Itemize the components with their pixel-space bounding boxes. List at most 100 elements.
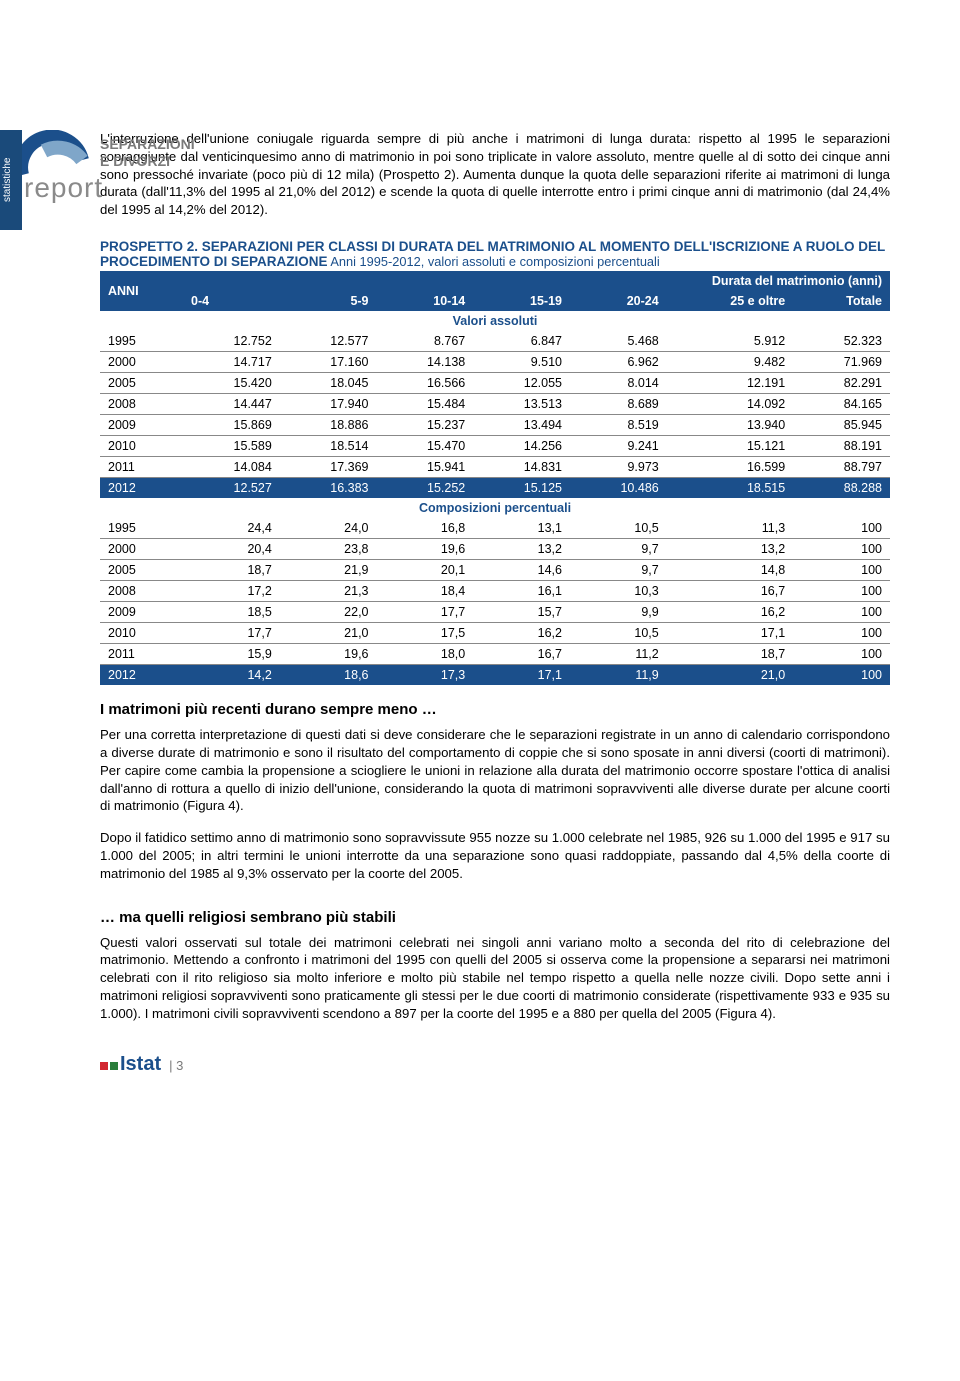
cell-year: 2009 — [100, 415, 183, 436]
cell-value: 17.369 — [280, 457, 377, 478]
col-header: 0-4 — [183, 291, 280, 311]
cell-year: 1995 — [100, 518, 183, 539]
page-number: | 3 — [169, 1058, 183, 1073]
cell-value: 24,0 — [280, 518, 377, 539]
table-row: 200020,423,819,613,29,713,2100 — [100, 539, 890, 560]
cell-year: 2010 — [100, 623, 183, 644]
cell-value: 16.383 — [280, 478, 377, 499]
cell-value: 52.323 — [793, 331, 890, 352]
cell-value: 17,1 — [473, 665, 570, 686]
cell-value: 14.717 — [183, 352, 280, 373]
table-row: 201115,919,618,016,711,218,7100 — [100, 644, 890, 665]
cell-value: 8.014 — [570, 373, 667, 394]
istat-logo: Istat — [100, 1053, 161, 1076]
cell-value: 21,0 — [280, 623, 377, 644]
cell-value: 16,1 — [473, 581, 570, 602]
cell-value: 14,6 — [473, 560, 570, 581]
section1-para2: Dopo il fatidico settimo anno di matrimo… — [100, 829, 890, 882]
cell-value: 18,6 — [280, 665, 377, 686]
cell-value: 18,0 — [377, 644, 474, 665]
cell-value: 14.138 — [377, 352, 474, 373]
cell-value: 22,0 — [280, 602, 377, 623]
cell-value: 11,3 — [667, 518, 793, 539]
cell-value: 17.160 — [280, 352, 377, 373]
cell-value: 15.869 — [183, 415, 280, 436]
col-anni: ANNI — [100, 271, 183, 311]
report-logo: report — [22, 130, 103, 204]
cell-value: 12.577 — [280, 331, 377, 352]
document-title: SEPARAZIONI E DIVORZI — [100, 136, 195, 170]
cell-value: 13,1 — [473, 518, 570, 539]
col-header: 15-19 — [473, 291, 570, 311]
cell-value: 18.045 — [280, 373, 377, 394]
page-content: L'interruzione dell'unione coniugale rig… — [100, 130, 890, 1023]
cell-year: 2005 — [100, 560, 183, 581]
cell-year: 2011 — [100, 457, 183, 478]
table-row: 200918,522,017,715,79,916,2100 — [100, 602, 890, 623]
cell-year: 2011 — [100, 644, 183, 665]
prospetto-2-table: ANNI Durata del matrimonio (anni) 0-45-9… — [100, 271, 890, 685]
cell-value: 17,3 — [377, 665, 474, 686]
cell-value: 5.912 — [667, 331, 793, 352]
cell-year: 2008 — [100, 581, 183, 602]
cell-value: 15.125 — [473, 478, 570, 499]
cell-value: 18.515 — [667, 478, 793, 499]
table-row: 200915.86918.88615.23713.4948.51913.9408… — [100, 415, 890, 436]
cell-value: 14.092 — [667, 394, 793, 415]
cell-value: 6.962 — [570, 352, 667, 373]
cell-value: 6.847 — [473, 331, 570, 352]
cell-value: 15.470 — [377, 436, 474, 457]
cell-value: 8.519 — [570, 415, 667, 436]
cell-year: 1995 — [100, 331, 183, 352]
table-row: 200814.44717.94015.48413.5138.68914.0928… — [100, 394, 890, 415]
col-header: 10-14 — [377, 291, 474, 311]
cell-value: 12.055 — [473, 373, 570, 394]
section-heading-1: I matrimoni più recenti durano sempre me… — [100, 701, 890, 718]
cell-value: 100 — [793, 560, 890, 581]
cell-value: 71.969 — [793, 352, 890, 373]
cell-value: 100 — [793, 539, 890, 560]
cell-value: 20,1 — [377, 560, 474, 581]
col-group: Durata del matrimonio (anni) — [183, 271, 890, 291]
cell-value: 14,2 — [183, 665, 280, 686]
cell-value: 14.084 — [183, 457, 280, 478]
col-header: 20-24 — [570, 291, 667, 311]
intro-paragraph: L'interruzione dell'unione coniugale rig… — [100, 130, 890, 219]
cell-value: 17,2 — [183, 581, 280, 602]
cell-value: 100 — [793, 623, 890, 644]
cell-value: 10,5 — [570, 623, 667, 644]
cell-value: 15,9 — [183, 644, 280, 665]
page-footer: Istat | 3 — [100, 1053, 960, 1076]
cell-value: 15.121 — [667, 436, 793, 457]
col-header: 25 e oltre — [667, 291, 793, 311]
cell-value: 85.945 — [793, 415, 890, 436]
cell-value: 18,7 — [183, 560, 280, 581]
cell-value: 14.256 — [473, 436, 570, 457]
cell-value: 18,5 — [183, 602, 280, 623]
cell-value: 11,2 — [570, 644, 667, 665]
col-header: 5-9 — [280, 291, 377, 311]
cell-value: 8.767 — [377, 331, 474, 352]
cell-value: 9.510 — [473, 352, 570, 373]
cell-value: 100 — [793, 602, 890, 623]
cell-value: 17,5 — [377, 623, 474, 644]
cell-value: 15.484 — [377, 394, 474, 415]
cell-value: 88.288 — [793, 478, 890, 499]
cell-value: 12.191 — [667, 373, 793, 394]
cell-value: 17.940 — [280, 394, 377, 415]
cell-value: 13.940 — [667, 415, 793, 436]
cell-value: 18.886 — [280, 415, 377, 436]
cell-value: 82.291 — [793, 373, 890, 394]
cell-value: 16,2 — [473, 623, 570, 644]
table-row: 200014.71717.16014.1389.5106.9629.48271.… — [100, 352, 890, 373]
cell-value: 16.599 — [667, 457, 793, 478]
cell-value: 18,4 — [377, 581, 474, 602]
cell-value: 12.752 — [183, 331, 280, 352]
cell-value: 100 — [793, 665, 890, 686]
table-row: 200515.42018.04516.56612.0558.01412.1918… — [100, 373, 890, 394]
cell-year: 2000 — [100, 539, 183, 560]
cell-value: 15.237 — [377, 415, 474, 436]
section2-para1: Questi valori osservati sul totale dei m… — [100, 934, 890, 1023]
table-row: 200817,221,318,416,110,316,7100 — [100, 581, 890, 602]
cell-value: 16,8 — [377, 518, 474, 539]
